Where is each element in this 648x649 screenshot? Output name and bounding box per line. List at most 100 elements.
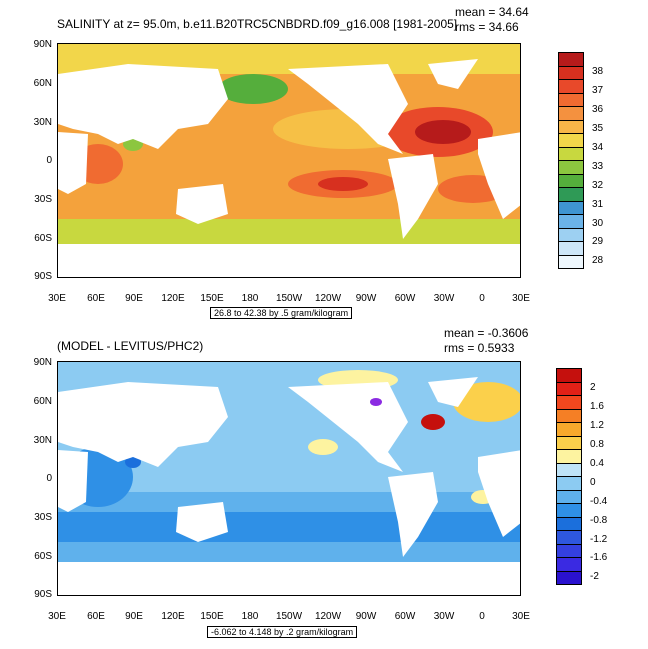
colorbar-swatch [558,65,584,80]
panel2-lat-tick: 0 [46,473,52,484]
salinity-difference-map-svg [58,362,520,595]
colorbar-swatch [556,408,582,423]
panel2-lon-tick: 60W [394,611,416,622]
colorbar-label: 29 [592,236,604,248]
panel1-lon-tick: 120E [161,293,185,304]
colorbar-label: -2 [590,571,599,583]
colorbar-swatch [556,557,582,572]
colorbar-swatch [556,381,582,396]
colorbar-swatch [556,368,582,383]
south-pacific-core [318,177,368,191]
colorbar-label: -0.4 [590,495,608,507]
colorbar-swatch [556,449,582,464]
salinity-map [57,43,521,278]
north-atlantic-core [415,120,471,144]
panel1-lat-tick: 60S [34,233,52,244]
panel1-lon-tick: 150W [275,293,303,304]
colorbar-swatch [558,119,584,134]
panel2-lat-tick: 90S [34,589,52,600]
panel2-lat-tick: 60N [33,396,52,407]
africa-west [478,450,520,537]
panel2-lon-tick: 150E [200,611,224,622]
colorbar-swatch [558,133,584,148]
panel1-lat-tick: 0 [46,155,52,166]
colorbar-swatch [556,543,582,558]
africa-east [58,132,88,194]
panel1-lon-tick: 120W [314,293,342,304]
hudson-bay-negative [370,398,382,406]
panel2-lon-tick: 60E [87,611,105,622]
colorbar-label: -1.2 [590,533,608,545]
colorbar-swatch [556,516,582,531]
panel1-lon-tick: 30E [512,293,530,304]
panel1-lon-tick: 30E [48,293,66,304]
panel1-lat-tick: 30S [34,194,52,205]
panel1-lon-tick: 60W [394,293,416,304]
panel2-lat-tick: 60S [34,551,52,562]
colorbar-swatch [558,92,584,107]
panel2-lon-tick: 120E [161,611,185,622]
australia [176,502,228,542]
colorbar-swatch [558,241,584,256]
panel1-lon-tick: 0 [479,293,485,304]
panel1-lon-tick: 90E [125,293,143,304]
panel2-mean: mean = -0.3606 [444,326,529,340]
panel1-lat-tick: 60N [33,78,52,89]
colorbar-swatch [556,476,582,491]
colorbar-label: -0.8 [590,514,608,526]
south-america [388,154,438,239]
panel1-colorbar-labels: 38 37 36 35 34 33 32 31 30 29 28 [592,46,622,276]
bay-of-bengal-negative [125,456,141,468]
panel1-rms: rms = 34.66 [455,20,519,34]
colorbar-label: -1.6 [590,552,608,564]
eurasia [58,64,228,149]
panel2-lon-tick: 90E [125,611,143,622]
africa-east [58,450,88,512]
colorbar-label: 1.2 [590,419,604,431]
panel2-lat-tick: 30S [34,512,52,523]
panel2-lon-tick: 180 [241,611,259,622]
colorbar-label: 34 [592,141,604,153]
colorbar-label: 36 [592,103,604,115]
panel1-lon-tick: 60E [87,293,105,304]
colorbar-label: 0.8 [590,438,604,450]
antarctica [58,244,520,277]
africa-west [478,132,520,219]
colorbar-label: 28 [592,255,604,267]
colorbar-swatch [558,106,584,121]
colorbar-swatch [558,254,584,269]
colorbar-swatch [558,214,584,229]
colorbar-label: 31 [592,198,604,210]
greenland [428,377,478,407]
panel1-lon-tick: 150E [200,293,224,304]
north-pacific-fresh [218,74,288,104]
panel2-lon-tick: 150W [275,611,303,622]
panel2-colorbar [556,368,582,585]
north-america [288,64,408,154]
antarctica [58,562,520,595]
greenland [428,59,478,89]
panel1-title: SALINITY at z= 95.0m, b.e11.B20TRC5CNBDR… [57,17,458,31]
colorbar-label: 1.6 [590,400,604,412]
panel1-lat-tick: 90N [33,39,52,50]
colorbar-label: 32 [592,179,604,191]
colorbar-swatch [556,503,582,518]
panel2-lon-tick: 120W [314,611,342,622]
colorbar-label: 35 [592,122,604,134]
panel1-mean: mean = 34.64 [455,5,529,19]
south-america [388,472,438,557]
colorbar-label: 33 [592,160,604,172]
colorbar-swatch [556,570,582,585]
salinity-difference-map [57,361,521,596]
colorbar-swatch [556,530,582,545]
panel1-range-label: 26.8 to 42.38 by .5 gram/kilogram [210,307,353,319]
panel1-lon-tick: 30W [433,293,455,304]
colorbar-swatch [558,79,584,94]
panel1-lon-tick: 180 [241,293,259,304]
colorbar-swatch [558,52,584,67]
north-pacific-positive [308,439,338,455]
colorbar-swatch [556,422,582,437]
panel2-lon-tick: 0 [479,611,485,622]
colorbar-swatch [556,395,582,410]
north-atlantic-positive [453,382,520,422]
